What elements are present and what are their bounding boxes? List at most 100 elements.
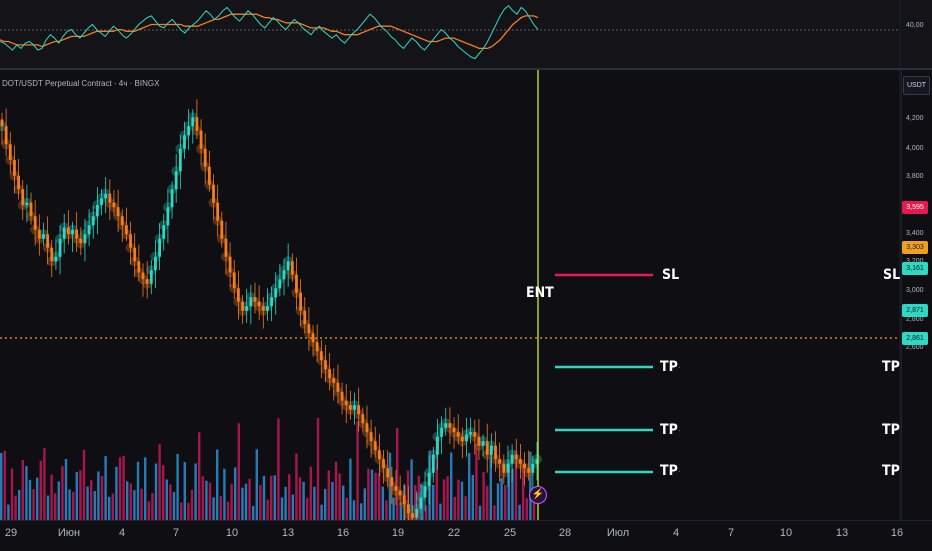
candle-body	[452, 427, 456, 433]
volume-bar	[54, 493, 57, 520]
candle-body	[4, 126, 8, 145]
volume-bar	[169, 484, 172, 520]
volume-bar	[320, 504, 323, 520]
candle-body	[481, 441, 485, 446]
volume-bar	[500, 478, 503, 520]
price-pane[interactable]	[0, 70, 932, 536]
candle-body	[253, 297, 257, 302]
candle-body	[112, 202, 116, 208]
volume-bar	[410, 459, 413, 520]
volume-bar	[385, 500, 388, 520]
volume-bar	[75, 472, 78, 520]
volume-bar	[378, 473, 381, 520]
volume-bar	[3, 450, 6, 520]
volume-bar	[507, 459, 510, 520]
candle-body	[361, 414, 365, 424]
volume-bar	[486, 485, 489, 520]
tp-label-3-right: TP	[882, 463, 900, 479]
candle-body	[365, 423, 369, 433]
candle-body	[460, 436, 464, 442]
volume-bar	[151, 493, 154, 520]
currency-button[interactable]: USDT	[903, 76, 930, 95]
volume-bar	[435, 435, 438, 520]
candle-body	[282, 270, 286, 280]
candle-body	[149, 270, 153, 284]
volume-bar	[482, 471, 485, 520]
time-tick: 10	[225, 527, 239, 539]
symbol-title[interactable]: DOT/USDT Perpetual Contract · 4ч · BINGX	[2, 79, 160, 88]
volume-bar	[392, 497, 395, 520]
candle-body	[386, 468, 390, 478]
candle-body	[178, 148, 182, 172]
rsi-level-label: 40,00	[906, 22, 924, 29]
tp-label-1[interactable]: TP	[660, 359, 678, 375]
volume-bar	[39, 460, 42, 520]
price-tick: 3,000	[906, 287, 924, 294]
volume-bar	[406, 470, 410, 520]
volume-bar	[327, 470, 330, 520]
volume-bar	[115, 466, 118, 520]
volume-bar	[226, 501, 230, 520]
tp-label-2[interactable]: TP	[660, 422, 678, 438]
candle-body	[187, 126, 191, 136]
time-tick: 13	[835, 527, 849, 539]
volume-bar	[396, 427, 399, 520]
candle-body	[431, 454, 435, 473]
candle-body	[336, 382, 340, 392]
volume-bar	[255, 449, 258, 520]
tp-label-3[interactable]: TP	[660, 463, 678, 479]
volume-bar	[140, 488, 143, 520]
candle-body	[340, 391, 344, 401]
volume-bar	[79, 470, 82, 520]
rsi-pane[interactable]: 40,00	[0, 0, 932, 68]
candle-body	[216, 202, 220, 221]
candle-body	[66, 227, 70, 235]
volume-bar	[194, 463, 197, 520]
volume-bar	[0, 453, 3, 520]
volume-bar	[198, 432, 201, 520]
volume-bar	[338, 473, 341, 520]
candle-body	[21, 189, 25, 205]
alert-lightning-icon[interactable]: ⚡	[529, 486, 547, 504]
price-tick: 4,000	[906, 145, 924, 152]
volume-bar	[496, 483, 500, 520]
candle-body	[245, 306, 249, 311]
tp-dot-3: ·	[678, 467, 681, 476]
volume-bar	[331, 482, 334, 520]
rsi-line	[0, 4, 539, 60]
volume-bar	[237, 423, 240, 520]
volume-bar	[446, 476, 449, 520]
candle-body	[170, 189, 174, 208]
candle-body	[494, 445, 497, 460]
volume-bar	[266, 499, 269, 520]
price-scale[interactable]	[901, 70, 932, 520]
candle-body	[382, 459, 385, 469]
candle-body	[332, 378, 336, 383]
time-axis[interactable]	[0, 520, 932, 551]
price-badge-last: 2,861	[902, 332, 928, 345]
candle-body	[203, 148, 207, 167]
volume-bar	[172, 492, 176, 520]
volume-bar	[432, 484, 435, 520]
sl-label[interactable]: SL	[662, 267, 680, 283]
candle-body	[108, 193, 112, 203]
volume-bar	[50, 474, 53, 520]
time-tick: 16	[336, 527, 350, 539]
volume-bar	[158, 444, 161, 520]
tp-label-1-right: TP	[882, 359, 900, 375]
price-badge-ma: 3,303	[902, 241, 928, 254]
candle-body	[514, 454, 518, 460]
candle-body	[137, 261, 141, 273]
volume-bar	[248, 478, 251, 520]
volume-bar	[205, 480, 208, 520]
volume-bar	[252, 505, 255, 520]
entry-label[interactable]: ENT	[526, 285, 554, 301]
time-tick: 13	[281, 527, 295, 539]
pane-divider[interactable]	[0, 68, 932, 70]
volume-bar	[154, 463, 158, 520]
candle-body	[407, 504, 410, 514]
candle-body	[199, 130, 203, 149]
volume-bar	[162, 465, 165, 520]
volume-bar	[457, 479, 460, 520]
volume-bar	[187, 502, 190, 520]
